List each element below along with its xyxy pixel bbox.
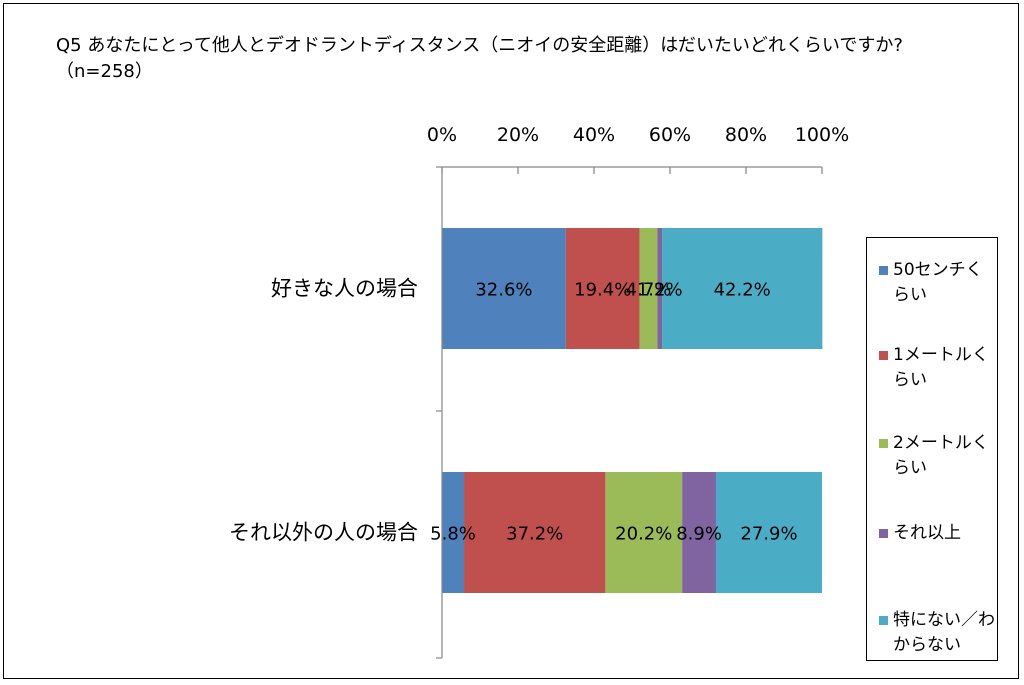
legend-label: 1メートルくらい: [893, 345, 989, 390]
value-tick-label: 100%: [795, 124, 849, 146]
bar-segment: [565, 228, 640, 349]
category-label: 好きな人の場合: [271, 277, 418, 301]
bar-segment: [682, 472, 716, 593]
legend-swatch: [879, 529, 888, 538]
bar-segment: [662, 228, 823, 349]
legend-label: 50センチくらい: [893, 260, 983, 305]
legend-swatch: [879, 439, 888, 448]
data-label: 1.2%: [637, 280, 683, 301]
bar-segment: [442, 472, 465, 593]
value-tick-label: 80%: [725, 124, 767, 146]
value-axis: 0% 20% 40% 60% 80% 100%: [427, 124, 849, 174]
data-label: 5.8%: [430, 524, 476, 545]
value-tick-label: 60%: [649, 124, 691, 146]
legend-swatch: [879, 616, 888, 625]
value-tick-label: 20%: [497, 124, 539, 146]
data-label: 20.2%: [615, 524, 672, 545]
bar-segment: [464, 472, 606, 593]
data-label: 32.6%: [475, 280, 532, 301]
value-tick-label: 0%: [427, 124, 457, 146]
chart-title: Q5 あなたにとって他人とデオドラントディスタンス（ニオイの安全距離）はだいたい…: [56, 35, 903, 82]
bar-segment: [605, 472, 683, 593]
bars: 32.6% 19.4%4.7%1.2% 42.2% 5.8% 37.2% 20.2% 8.9…: [430, 228, 823, 593]
legend-label: 2メートルくらい: [893, 433, 989, 478]
data-label: 4.7%: [626, 280, 672, 301]
data-label: 27.9%: [740, 524, 797, 545]
data-label: 19.4%: [574, 280, 631, 301]
legend-swatch: [879, 351, 888, 360]
bar-segment: [657, 228, 663, 349]
data-label: 8.9%: [676, 524, 722, 545]
bar-segment: [442, 228, 566, 349]
legend-swatch: [879, 266, 888, 275]
value-tick-label: 40%: [573, 124, 615, 146]
data-label: 37.2%: [506, 524, 563, 545]
data-label: 42.2%: [714, 280, 771, 301]
bar-segment: [639, 228, 658, 349]
legend: 50センチくらい 1メートルくらい 2メートルくらいそれ以上特にない／わからない: [866, 237, 998, 661]
legend-label: それ以上: [893, 523, 961, 543]
category-label: それ以外の人の場合: [229, 521, 418, 545]
legend-label: 特にない／わからない: [893, 610, 995, 655]
bar-segment: [715, 472, 822, 593]
